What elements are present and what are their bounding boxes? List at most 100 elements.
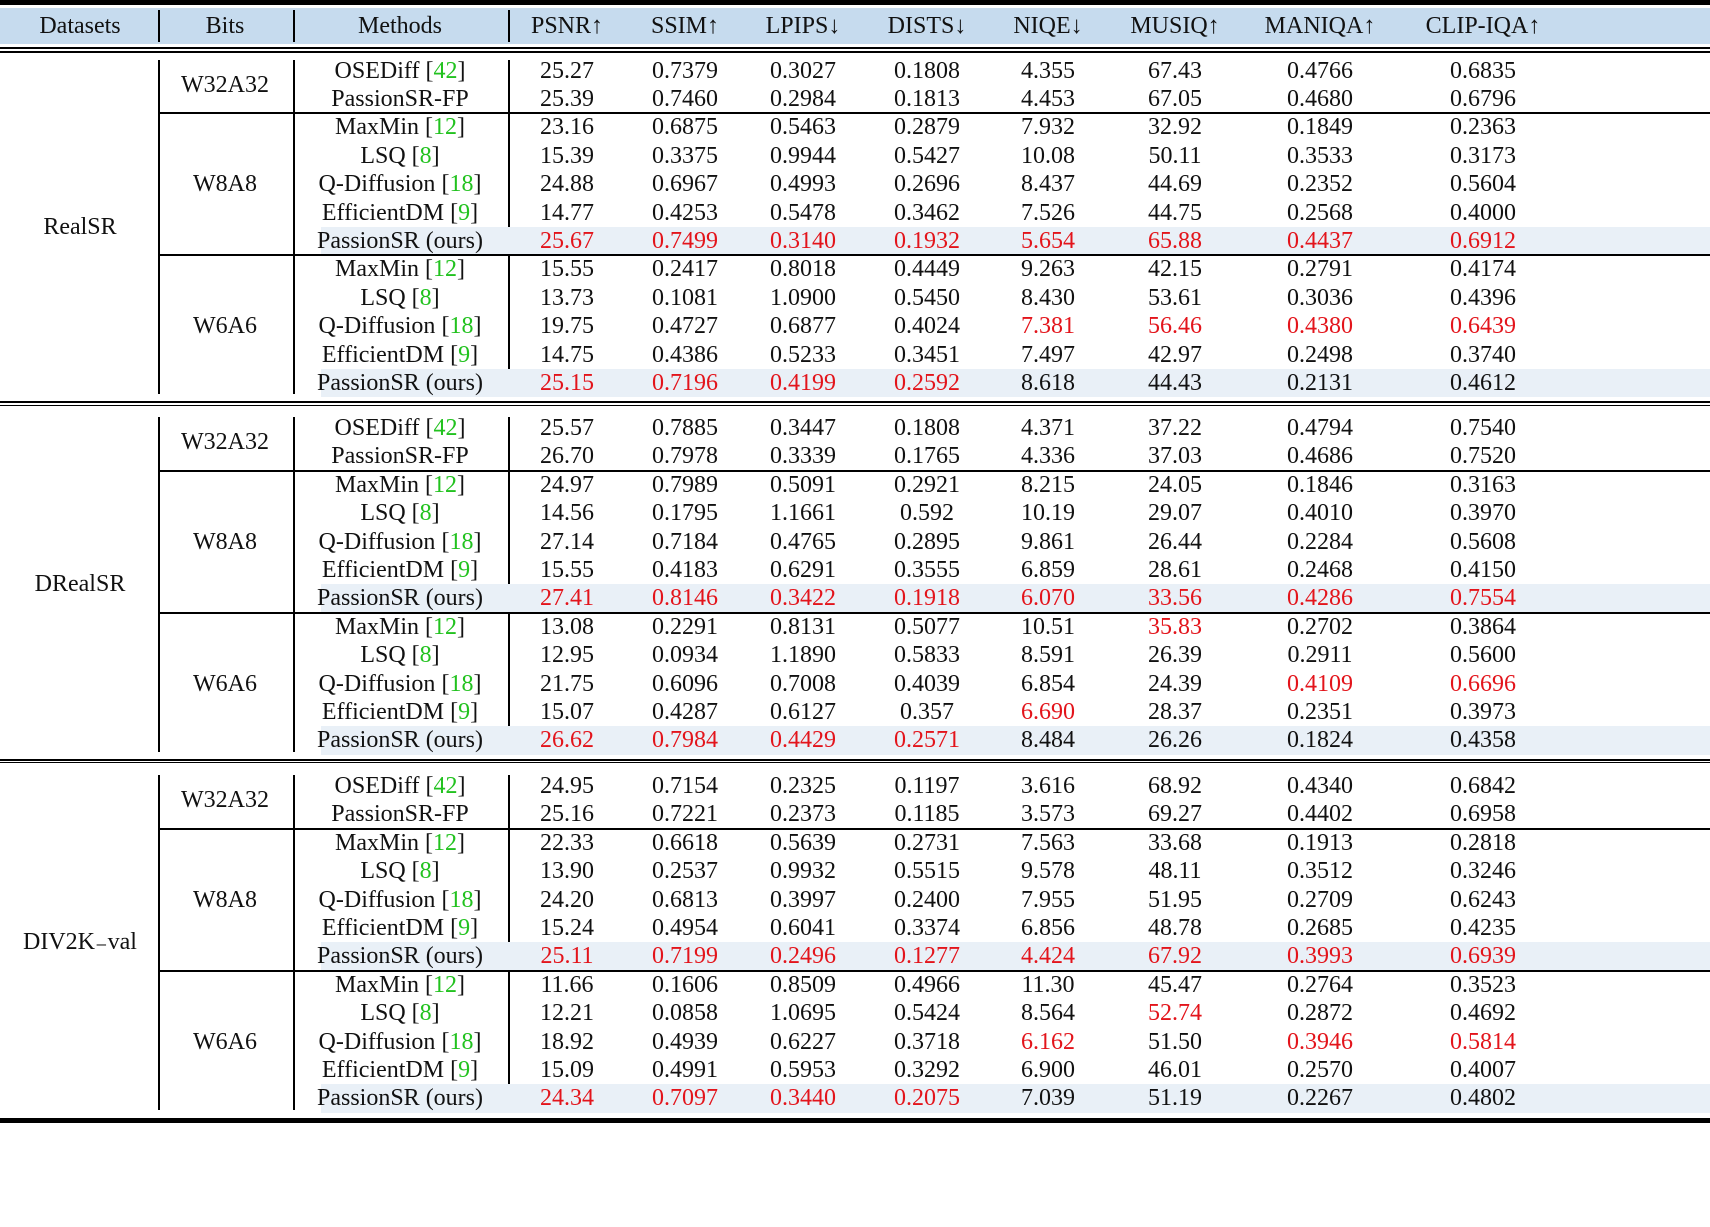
metric-ssim: 0.7978 — [652, 443, 718, 470]
metric-lpips: 0.5463 — [770, 114, 836, 141]
method-label: OSEDiff — [334, 415, 420, 441]
metric-musiq: 48.11 — [1148, 858, 1202, 885]
metric-niqe: 7.955 — [1021, 886, 1075, 913]
metric-dists: 0.3292 — [894, 1057, 960, 1083]
table-row: LSQ [8] 15.39 0.3375 0.9944 0.5427 10.08 50.11… — [0, 142, 1710, 170]
table-row: LSQ [8] 13.90 0.2537 0.9932 0.5515 9.578 48.11… — [0, 857, 1710, 885]
metric-clip-iqa: 0.6912 — [1450, 227, 1516, 254]
citation-link[interactable]: 12 — [433, 971, 457, 998]
table-row: LSQ [8] 12.21 0.0858 1.0695 0.5424 8.564 52.74… — [0, 999, 1710, 1027]
citation-link[interactable]: 9 — [458, 341, 471, 368]
metric-psnr: 25.57 — [540, 415, 594, 441]
metric-musiq: 44.75 — [1148, 199, 1202, 226]
citation-link[interactable]: 8 — [419, 1000, 432, 1027]
citation-link[interactable]: 42 — [433, 57, 458, 84]
column-divider — [158, 59, 160, 395]
citation-link[interactable]: 9 — [458, 1057, 471, 1083]
metric-dists: 0.2400 — [894, 886, 960, 913]
method-label: PassionSR (ours) — [316, 943, 484, 970]
metric-dists: 0.3374 — [894, 915, 960, 941]
method-name: PassionSR (ours) — [295, 726, 505, 754]
metric-maniqa: 0.1824 — [1287, 727, 1353, 754]
metric-ssim: 0.2417 — [652, 256, 718, 283]
citation-link[interactable]: 9 — [458, 557, 471, 583]
column-header-bits: Bits — [205, 13, 245, 39]
method-label: LSQ — [360, 858, 406, 885]
method-name: OSEDiff [42] — [334, 415, 466, 441]
metric-ssim: 0.3375 — [652, 142, 718, 169]
metric-dists: 0.2592 — [894, 369, 960, 396]
metric-psnr: 24.95 — [540, 773, 594, 799]
metric-clip-iqa: 0.4174 — [1450, 256, 1516, 283]
citation-link[interactable]: 8 — [419, 642, 432, 669]
metric-clip-iqa: 0.7540 — [1450, 415, 1516, 441]
metric-dists: 0.1277 — [894, 943, 960, 970]
metric-psnr: 12.21 — [540, 1000, 594, 1027]
metric-musiq: 67.92 — [1148, 943, 1202, 970]
method-name: LSQ [8] — [360, 284, 440, 311]
citation-link[interactable]: 18 — [449, 886, 474, 913]
metric-ssim: 0.6875 — [652, 114, 718, 141]
metric-niqe: 6.900 — [1021, 1057, 1075, 1083]
ours-highlight — [321, 584, 1710, 613]
citation-link[interactable]: 12 — [433, 256, 457, 283]
citation-link[interactable]: 8 — [419, 500, 432, 527]
metric-musiq: 26.26 — [1148, 727, 1202, 754]
metric-clip-iqa: 0.3970 — [1450, 500, 1516, 527]
metric-ssim: 0.2537 — [652, 858, 718, 885]
method-label: MaxMin — [335, 971, 419, 998]
metric-lpips: 0.7008 — [770, 670, 836, 697]
method-label: PassionSR-FP — [331, 443, 469, 470]
citation-link[interactable]: 18 — [449, 670, 474, 697]
metric-clip-iqa: 0.4358 — [1450, 727, 1516, 754]
metric-ssim: 0.7989 — [652, 471, 718, 498]
metric-psnr: 14.56 — [540, 500, 594, 527]
citation-link[interactable]: 18 — [449, 171, 474, 198]
metric-lpips: 0.6227 — [770, 1028, 836, 1055]
citation-link[interactable]: 12 — [433, 829, 457, 856]
table-row: MaxMin [12] 24.97 0.7989 0.5091 0.2921 8.215 2… — [0, 471, 1710, 499]
citation-link[interactable]: 18 — [449, 313, 474, 340]
citation-link[interactable]: 42 — [433, 415, 458, 441]
metric-clip-iqa: 0.5604 — [1450, 171, 1516, 198]
metric-musiq: 48.78 — [1148, 915, 1202, 941]
metric-niqe: 7.381 — [1021, 313, 1075, 340]
method-name: EfficientDM [9] — [321, 557, 479, 583]
metric-psnr: 21.75 — [540, 670, 594, 697]
metric-dists: 0.2921 — [894, 471, 960, 498]
metric-lpips: 0.6877 — [770, 313, 836, 340]
bits-label: W6A6 — [193, 670, 257, 697]
metric-musiq: 46.01 — [1148, 1057, 1202, 1083]
citation-link[interactable]: 18 — [449, 1028, 474, 1055]
header-double-rule-2 — [0, 51, 1710, 53]
metric-psnr: 15.09 — [540, 1057, 594, 1083]
citation-link[interactable]: 42 — [433, 773, 458, 799]
citation-link[interactable]: 8 — [419, 858, 432, 885]
metric-dists: 0.1185 — [894, 801, 960, 828]
citation-link[interactable]: 9 — [458, 199, 471, 226]
header-row — [0, 8, 1710, 44]
citation-link[interactable]: 8 — [419, 142, 432, 169]
metric-dists: 0.2895 — [894, 528, 960, 555]
metric-niqe: 7.563 — [1021, 829, 1075, 856]
column-divider — [158, 775, 160, 1110]
metric-niqe: 10.19 — [1021, 500, 1075, 527]
metric-lpips: 0.2984 — [770, 85, 836, 112]
table-row: EfficientDM [9] 15.07 0.4287 0.6127 0.357 6.6… — [0, 698, 1710, 726]
citation-link[interactable]: 9 — [458, 915, 471, 941]
metric-lpips: 1.0900 — [770, 284, 836, 311]
metric-clip-iqa: 0.7520 — [1450, 443, 1516, 470]
citation-link[interactable]: 9 — [458, 699, 471, 725]
citation-link[interactable]: 12 — [433, 613, 457, 640]
citation-link[interactable]: 12 — [433, 114, 457, 141]
metric-clip-iqa: 0.5814 — [1450, 1028, 1516, 1055]
metric-lpips: 0.3027 — [770, 57, 836, 84]
metric-dists: 0.5427 — [894, 142, 960, 169]
citation-link[interactable]: 12 — [433, 471, 457, 498]
method-name: EfficientDM [9] — [321, 915, 479, 941]
method-name: Q-Diffusion [18] — [318, 313, 482, 340]
citation-link[interactable]: 8 — [419, 284, 432, 311]
citation-link[interactable]: 18 — [449, 528, 474, 555]
method-name: OSEDiff [42] — [334, 773, 466, 799]
metric-musiq: 52.74 — [1148, 1000, 1202, 1027]
